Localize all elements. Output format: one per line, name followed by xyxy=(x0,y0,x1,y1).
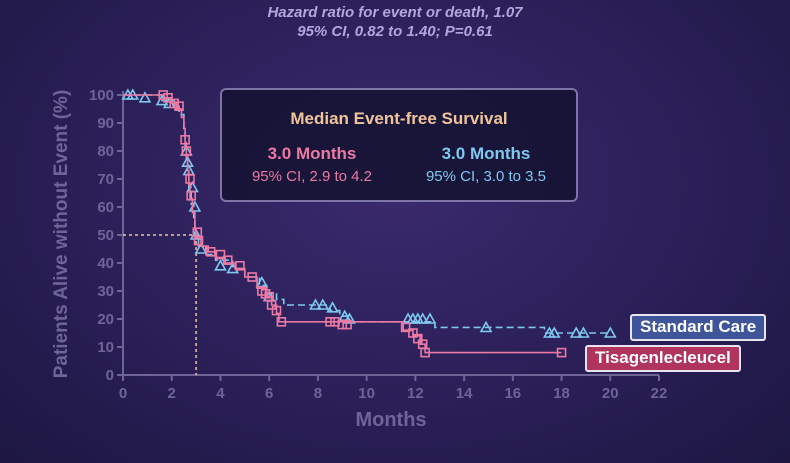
y-tick-label: 50 xyxy=(97,227,114,244)
tisagenlecleucel-censor-marker xyxy=(266,300,277,310)
y-tick-label: 70 xyxy=(97,171,114,188)
y-axis-label: Patients Alive without Event (%) xyxy=(51,89,72,379)
y-tick-label: 30 xyxy=(97,283,114,300)
tisagenlecleucel-median-ci: 95% CI, 2.9 to 4.2 xyxy=(251,168,373,185)
tisagenlecleucel-censor-marker xyxy=(337,319,348,330)
tisagenlecleucel-censor-marker xyxy=(420,347,430,358)
median-box-title: Median Event-free Survival xyxy=(290,109,508,128)
tisagenlecleucel-censor-marker xyxy=(215,249,226,260)
standard-care-censor-marker xyxy=(547,326,561,338)
standard-care-censor-marker xyxy=(577,326,590,338)
x-tick-label: 12 xyxy=(407,385,424,402)
tisagenlecleucel-censor-marker xyxy=(193,235,204,246)
tisagenlecleucel-censor-marker xyxy=(276,316,287,327)
y-tick-label: 80 xyxy=(97,143,114,160)
standard-care-censor-marker xyxy=(343,312,356,324)
x-axis-label: Months xyxy=(355,409,427,431)
standard-care-censor-marker xyxy=(326,301,339,313)
tisagenlecleucel-censor-marker xyxy=(186,191,197,201)
tisagenlecleucel-censor-marker xyxy=(412,333,423,344)
y-tick-label: 60 xyxy=(97,199,114,216)
tisagenlecleucel-median-value: 3.0 Months xyxy=(267,144,357,163)
x-tick-label: 4 xyxy=(216,385,225,402)
tisagenlecleucel-censor-marker xyxy=(556,347,567,358)
standard-care-censor-marker xyxy=(255,275,269,288)
legend-tisagenlecleucel: Tisagenlecleucel xyxy=(585,345,741,372)
standard-care-censor-marker xyxy=(316,298,330,310)
standard-care-censor-marker xyxy=(423,312,437,324)
confidence-interval-line: 95% CI, 0.82 to 1.40; P=0.61 xyxy=(297,23,493,40)
x-tick-label: 2 xyxy=(168,385,176,402)
hazard-ratio-line: Hazard ratio for event or death, 1.07 xyxy=(267,4,523,21)
tisagenlecleucel-censor-marker xyxy=(325,316,335,327)
standard-care-median-value: 3.0 Months xyxy=(441,144,531,163)
standard-care-censor-marker xyxy=(194,242,208,254)
y-tick-label: 10 xyxy=(97,339,114,356)
tisagenlecleucel-censor-marker xyxy=(185,174,195,184)
x-tick-label: 10 xyxy=(358,385,375,402)
tisagenlecleucel-censor-marker xyxy=(181,146,192,156)
standard-care-censor-marker xyxy=(214,259,227,271)
tisagenlecleucel-censor-marker xyxy=(247,272,257,282)
x-tick-label: 8 xyxy=(314,385,322,402)
legend-standard-care: Standard Care xyxy=(630,314,767,341)
tisagenlecleucel-censor-marker xyxy=(180,135,190,145)
standard-care-censor-marker xyxy=(603,326,617,338)
tisagenlecleucel-censor-marker xyxy=(271,305,282,316)
tisagenlecleucel-censor-marker xyxy=(222,255,233,266)
tisagenlecleucel-censor-marker xyxy=(158,90,168,100)
tisagenlecleucel-censor-marker xyxy=(163,93,173,103)
standard-care-censor-marker xyxy=(569,326,583,338)
x-tick-label: 22 xyxy=(651,385,668,402)
y-tick-label: 40 xyxy=(97,255,114,272)
tisagenlecleucel-censor-marker xyxy=(205,247,216,257)
standard-care-censor-marker xyxy=(138,91,152,103)
x-tick-label: 6 xyxy=(265,385,273,402)
y-tick-label: 90 xyxy=(97,115,114,132)
tisagenlecleucel-censor-marker xyxy=(342,319,352,330)
standard-care-censor-marker xyxy=(416,312,430,324)
standard-care-censor-marker xyxy=(309,298,322,310)
standard-care-median-ci: 95% CI, 3.0 to 3.5 xyxy=(425,168,547,185)
y-tick-label: 20 xyxy=(97,311,114,328)
x-tick-label: 0 xyxy=(119,385,127,402)
x-tick-label: 16 xyxy=(504,385,521,402)
median-survival-box: Median Event-free Survival 3.0 Months 95… xyxy=(220,88,578,202)
x-tick-label: 18 xyxy=(553,385,570,402)
tisagenlecleucel-censor-marker xyxy=(235,260,245,271)
tisagenlecleucel-censor-marker xyxy=(408,328,418,338)
y-tick-label: 0 xyxy=(106,367,114,384)
x-tick-label: 20 xyxy=(602,385,619,402)
tisagenlecleucel-median: 3.0 Months 95% CI, 2.9 to 4.2 xyxy=(222,144,402,185)
tisagenlecleucel-censor-marker xyxy=(169,98,179,109)
y-tick-label: 100 xyxy=(89,87,114,104)
tisagenlecleucel-censor-marker xyxy=(400,322,411,333)
tisagenlecleucel-censor-marker xyxy=(174,101,184,111)
standard-care-censor-marker xyxy=(479,320,493,333)
x-tick-label: 14 xyxy=(456,385,473,402)
standard-care-median: 3.0 Months 95% CI, 3.0 to 3.5 xyxy=(396,144,576,185)
